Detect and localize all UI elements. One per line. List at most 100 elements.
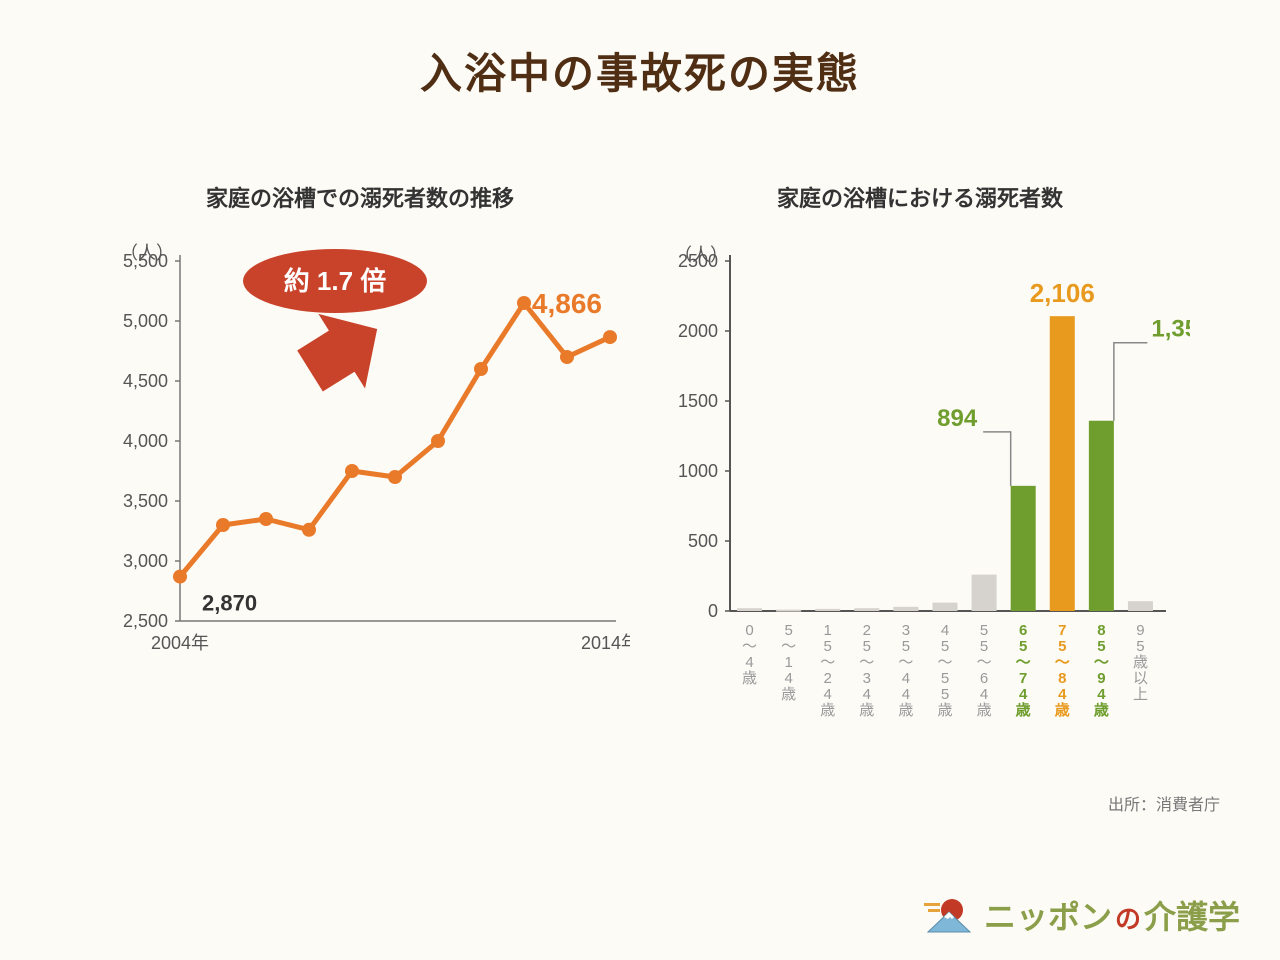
svg-text:9: 9: [1097, 670, 1105, 687]
svg-text:0: 0: [745, 622, 753, 639]
brand-text: ニッポン の 介護学: [984, 892, 1240, 938]
svg-text:894: 894: [937, 405, 978, 432]
svg-text:4: 4: [902, 686, 910, 703]
page-title: 入浴中の事故死の実態: [0, 0, 1280, 101]
svg-text:5: 5: [941, 638, 949, 655]
brand-text-a: ニッポン: [984, 892, 1112, 938]
svg-text:〜: 〜: [1055, 654, 1070, 671]
svg-text:歳: 歳: [742, 670, 757, 687]
svg-text:4: 4: [1058, 686, 1067, 703]
svg-text:4: 4: [902, 670, 910, 687]
svg-text:歳: 歳: [820, 702, 835, 719]
svg-text:歳: 歳: [977, 702, 992, 719]
svg-text:2,500: 2,500: [123, 611, 168, 631]
svg-text:以: 以: [1133, 670, 1148, 687]
svg-text:3,500: 3,500: [123, 491, 168, 511]
svg-text:〜: 〜: [1016, 654, 1031, 671]
svg-text:2: 2: [863, 622, 871, 639]
svg-text:歳: 歳: [898, 702, 913, 719]
svg-text:1,359: 1,359: [1151, 316, 1190, 343]
svg-text:5: 5: [824, 638, 832, 655]
brand-logo: ニッポン の 介護学: [922, 892, 1240, 938]
svg-text:4: 4: [863, 686, 871, 703]
svg-text:5: 5: [1058, 638, 1066, 655]
svg-text:8: 8: [1097, 622, 1105, 639]
svg-text:4,866: 4,866: [532, 288, 602, 319]
svg-text:歳: 歳: [1094, 701, 1109, 719]
svg-text:歳: 歳: [859, 702, 874, 719]
brand-icon: [922, 892, 976, 938]
svg-text:（人）: （人）: [674, 245, 728, 265]
svg-text:5: 5: [941, 686, 949, 703]
svg-text:500: 500: [688, 531, 718, 551]
svg-text:3: 3: [902, 622, 910, 639]
svg-text:〜: 〜: [820, 654, 835, 671]
svg-text:〜: 〜: [781, 638, 796, 655]
svg-text:5: 5: [1097, 638, 1105, 655]
svg-text:〜: 〜: [742, 638, 757, 655]
svg-text:歳: 歳: [1133, 654, 1148, 671]
charts-row: 家庭の浴槽での溺死者数の推移 2,500 3,000 3,500 4,000 4,500…: [0, 181, 1280, 781]
svg-text:4,500: 4,500: [123, 371, 168, 391]
svg-text:4,000: 4,000: [123, 431, 168, 451]
svg-text:〜: 〜: [859, 654, 874, 671]
svg-text:5: 5: [1136, 638, 1144, 655]
line-chart-subtitle: 家庭の浴槽での溺死者数の推移: [90, 181, 630, 213]
bar-chart-subtitle: 家庭の浴槽における溺死者数: [650, 181, 1190, 213]
svg-text:4: 4: [941, 622, 949, 639]
svg-text:1500: 1500: [678, 391, 718, 411]
svg-text:5: 5: [980, 622, 988, 639]
svg-text:5,000: 5,000: [123, 311, 168, 331]
svg-text:2004年: 2004年: [151, 633, 209, 653]
line-chart-svg: 2,5003,0003,5004,0004,5005,0005,500（人）20…: [90, 241, 630, 681]
svg-text:2,870: 2,870: [202, 591, 257, 616]
bar-chart-block: 家庭の浴槽における溺死者数 05001000150020002500（人）0〜4…: [650, 181, 1190, 781]
bar-chart-area: 05001000150020002500（人）0〜4歳5〜14歳15〜24歳25…: [650, 241, 1190, 781]
svg-text:4: 4: [745, 654, 753, 671]
svg-text:2,106: 2,106: [1030, 278, 1095, 308]
svg-text:4: 4: [980, 686, 988, 703]
svg-text:3: 3: [863, 670, 871, 687]
svg-text:2000: 2000: [678, 321, 718, 341]
svg-text:1000: 1000: [678, 461, 718, 481]
brand-text-no: の: [1115, 899, 1141, 936]
brand-text-b: 介護学: [1144, 892, 1240, 938]
bar-chart-svg: 05001000150020002500（人）0〜4歳5〜14歳15〜24歳25…: [650, 241, 1190, 781]
svg-text:歳: 歳: [781, 686, 796, 703]
svg-text:〜: 〜: [898, 654, 913, 671]
svg-text:上: 上: [1133, 686, 1148, 703]
svg-text:9: 9: [1136, 622, 1144, 639]
svg-text:〜: 〜: [977, 654, 992, 671]
svg-text:4: 4: [1019, 686, 1028, 703]
svg-text:4: 4: [784, 670, 792, 687]
svg-text:5: 5: [863, 638, 871, 655]
svg-text:5: 5: [980, 638, 988, 655]
svg-text:3,000: 3,000: [123, 551, 168, 571]
svg-text:5: 5: [784, 622, 792, 639]
svg-text:〜: 〜: [1094, 654, 1109, 671]
svg-text:2: 2: [824, 670, 832, 687]
svg-text:歳: 歳: [937, 702, 952, 719]
svg-text:5: 5: [941, 670, 949, 687]
svg-text:8: 8: [1058, 670, 1066, 687]
line-chart-block: 家庭の浴槽での溺死者数の推移 2,500 3,000 3,500 4,000 4,500…: [90, 181, 630, 781]
svg-text:1: 1: [784, 654, 792, 671]
svg-text:5: 5: [902, 638, 910, 655]
svg-text:7: 7: [1058, 622, 1066, 639]
svg-text:7: 7: [1019, 670, 1027, 687]
svg-text:歳: 歳: [1055, 701, 1070, 719]
source-label: 出所：消費者庁: [0, 791, 1280, 815]
svg-text:1: 1: [824, 622, 832, 639]
svg-text:〜: 〜: [937, 654, 952, 671]
svg-text:（人）: （人）: [120, 243, 174, 263]
line-chart-area: 2,5003,0003,5004,0004,5005,0005,500（人）20…: [90, 241, 630, 681]
svg-text:0: 0: [708, 601, 718, 621]
svg-text:4: 4: [1097, 686, 1106, 703]
svg-text:6: 6: [1019, 622, 1027, 639]
svg-text:4: 4: [824, 686, 832, 703]
svg-text:約 1.7 倍: 約 1.7 倍: [284, 266, 387, 296]
svg-text:歳: 歳: [1016, 701, 1031, 719]
svg-text:5: 5: [1019, 638, 1027, 655]
svg-text:6: 6: [980, 670, 988, 687]
svg-text:2014年: 2014年: [581, 633, 630, 653]
